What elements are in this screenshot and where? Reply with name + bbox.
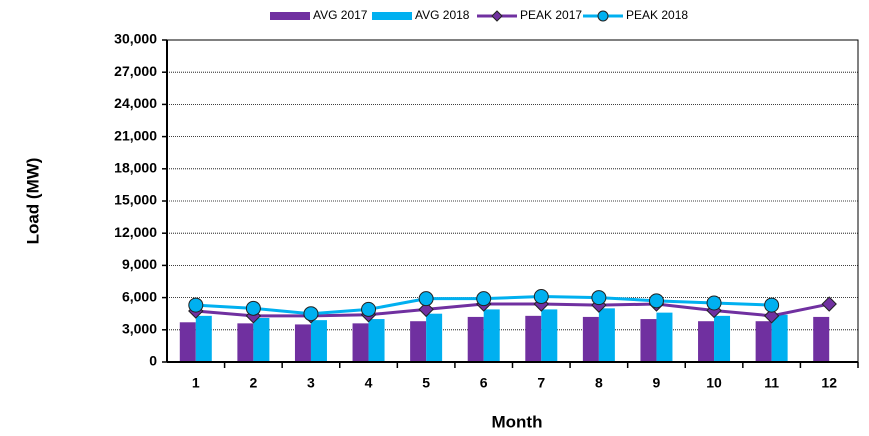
marker [245, 300, 261, 316]
bar [195, 315, 212, 362]
y-tick-label: 3,000 [122, 321, 157, 337]
legend-label: AVG 2018 [415, 8, 470, 22]
line [195, 302, 830, 318]
bar [771, 314, 788, 362]
x-tick-label: 6 [480, 375, 488, 391]
marker [476, 291, 492, 307]
y-tick-label: 21,000 [114, 127, 157, 143]
legend-label: PEAK 2017 [520, 8, 582, 22]
marker [188, 297, 204, 313]
marker [303, 306, 319, 322]
x-axis-title: Month [492, 412, 543, 431]
y-tick-label: 12,000 [114, 224, 157, 240]
x-tick-label: 12 [821, 375, 837, 391]
marker [706, 295, 722, 311]
bar [483, 309, 500, 362]
legend-label: PEAK 2018 [626, 8, 688, 22]
bar [755, 321, 772, 362]
bar [698, 321, 715, 362]
bar [368, 319, 385, 362]
x-tick-label: 8 [595, 375, 603, 391]
legend-marker [597, 10, 609, 22]
x-tick-label: 2 [249, 375, 257, 391]
bar [352, 323, 369, 362]
marker [533, 289, 549, 305]
x-tick-label: 5 [422, 375, 430, 391]
bar [541, 309, 558, 362]
bar [294, 324, 311, 362]
plot-frame [166, 39, 859, 363]
y-tick-label: 27,000 [114, 63, 157, 79]
legend-swatch [372, 12, 412, 20]
legend-marker [491, 10, 503, 22]
bar [310, 320, 327, 362]
x-tick-label: 9 [653, 375, 661, 391]
y-tick-label: 9,000 [122, 256, 157, 272]
y-tick-label: 24,000 [114, 95, 157, 111]
y-tick-label: 18,000 [114, 160, 157, 176]
bar [237, 323, 254, 362]
x-tick-label: 1 [192, 375, 200, 391]
marker [821, 296, 837, 312]
x-tick-label: 7 [537, 375, 545, 391]
marker [418, 291, 434, 307]
x-tick-label: 4 [365, 375, 373, 391]
bar [598, 308, 615, 362]
x-tick-label: 11 [764, 375, 779, 391]
x-tick-label: 10 [706, 375, 722, 391]
legend-label: AVG 2017 [313, 8, 368, 22]
marker [648, 293, 664, 309]
bar [656, 312, 673, 362]
bar [813, 316, 830, 362]
y-tick-label: 0 [149, 353, 157, 369]
bar [582, 316, 599, 362]
legend-swatch [270, 12, 310, 20]
x-tick-label: 3 [307, 375, 315, 391]
y-axis-title: Load (MW) [23, 158, 42, 245]
marker [361, 301, 377, 317]
marker [764, 297, 780, 313]
marker [418, 301, 434, 318]
bar [714, 315, 731, 362]
y-tick-label: 15,000 [114, 192, 157, 208]
marker [763, 308, 780, 324]
bar [640, 319, 657, 362]
bar [410, 321, 427, 362]
y-tick-label: 30,000 [114, 31, 157, 47]
bar [253, 317, 270, 362]
bar [525, 315, 542, 362]
marker [591, 290, 607, 306]
y-tick-label: 6,000 [122, 288, 157, 304]
bar [179, 322, 196, 362]
bar [426, 313, 443, 362]
bar [467, 316, 484, 362]
